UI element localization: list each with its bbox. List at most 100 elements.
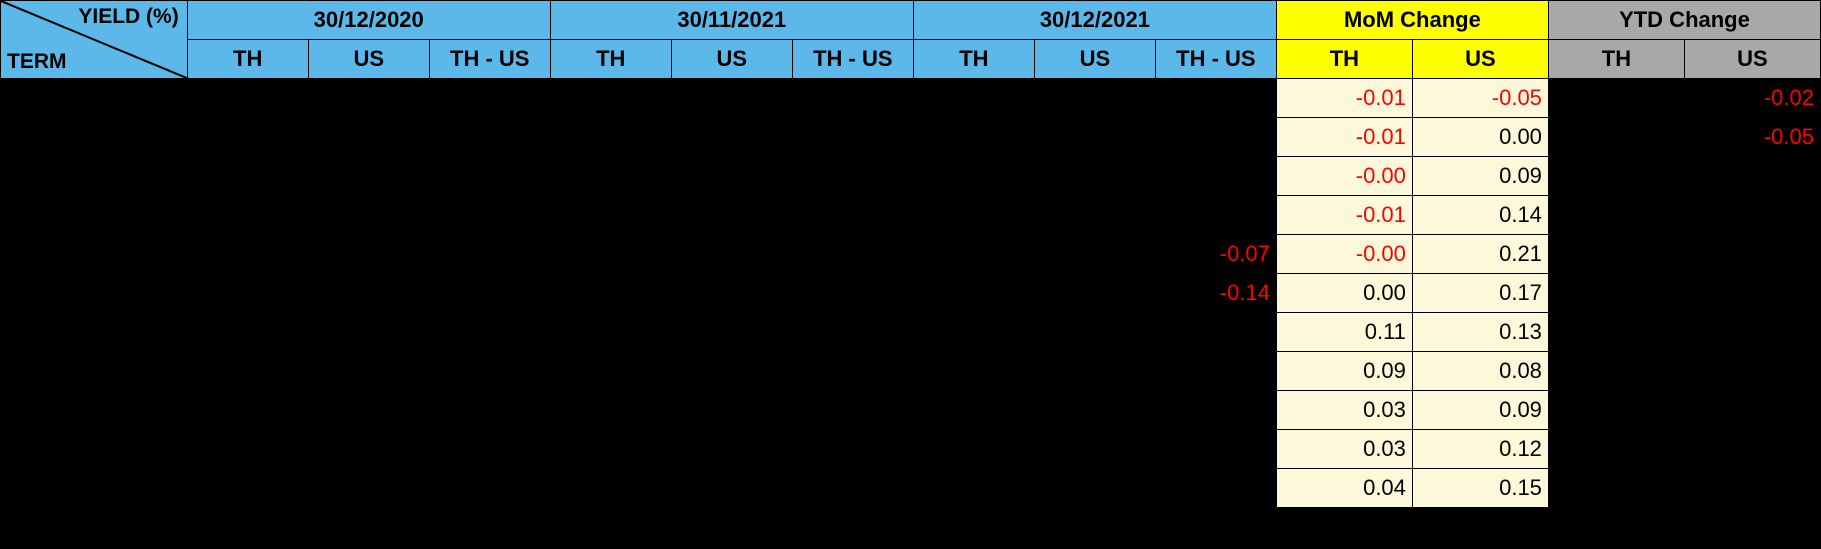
cell-d1_us	[308, 352, 429, 391]
cell-d3_diff	[1155, 313, 1276, 352]
cell-term	[1, 79, 188, 118]
cell-ytd_us	[1684, 274, 1820, 313]
cell-d3_us	[1034, 235, 1155, 274]
cell-d2_diff	[792, 352, 913, 391]
cell-d1_us	[308, 79, 429, 118]
cell-d3_diff	[1155, 430, 1276, 469]
cell-ytd_th	[1548, 313, 1684, 352]
cell-d1_th	[187, 118, 308, 157]
cell-d3_us	[1034, 391, 1155, 430]
cell-d3_us	[1034, 79, 1155, 118]
cell-d1_us	[308, 118, 429, 157]
table-row: 0.110.13	[1, 313, 1821, 352]
cell-d2_us	[671, 196, 792, 235]
mom-change-header: MoM Change	[1276, 1, 1548, 40]
cell-d2_us	[671, 391, 792, 430]
cell-d2_th	[550, 79, 671, 118]
cell-d1_us	[308, 157, 429, 196]
cell-d1_diff	[429, 430, 550, 469]
cell-d2_diff	[792, 391, 913, 430]
table-row: -0.000.09	[1, 157, 1821, 196]
cell-d3_us	[1034, 313, 1155, 352]
cell-d1_th	[187, 274, 308, 313]
cell-term	[1, 235, 188, 274]
cell-d2_th	[550, 157, 671, 196]
table-row: -0.140.000.17	[1, 274, 1821, 313]
cell-d3_th	[913, 274, 1034, 313]
table-row: 0.030.12	[1, 430, 1821, 469]
cell-d1_diff	[429, 391, 550, 430]
cell-mom_us: 0.08	[1412, 352, 1548, 391]
cell-d2_us	[671, 352, 792, 391]
cell-d3_th	[913, 157, 1034, 196]
cell-mom_th: -0.00	[1276, 157, 1412, 196]
cell-d2_th	[550, 196, 671, 235]
sub-header-us: US	[1034, 40, 1155, 79]
cell-mom_th: 0.09	[1276, 352, 1412, 391]
cell-ytd_th	[1548, 79, 1684, 118]
cell-mom_us: 0.21	[1412, 235, 1548, 274]
cell-ytd_th	[1548, 391, 1684, 430]
table-body: -0.01-0.05-0.02-0.010.00-0.05-0.000.09-0…	[1, 79, 1821, 508]
cell-d3_diff	[1155, 391, 1276, 430]
cell-ytd_us: -0.05	[1684, 118, 1820, 157]
cell-ytd_us	[1684, 430, 1820, 469]
cell-d2_th	[550, 391, 671, 430]
date-group-header: 30/11/2021	[550, 1, 913, 40]
cell-d2_us	[671, 235, 792, 274]
cell-term	[1, 157, 188, 196]
cell-ytd_th	[1548, 157, 1684, 196]
sub-header-us: US	[308, 40, 429, 79]
cell-d2_th	[550, 313, 671, 352]
cell-mom_us: 0.14	[1412, 196, 1548, 235]
cell-d3_us	[1034, 157, 1155, 196]
corner-header-cell: YIELD (%) TERM	[1, 1, 188, 79]
cell-mom_th: -0.01	[1276, 118, 1412, 157]
cell-d3_us	[1034, 196, 1155, 235]
cell-d2_th	[550, 235, 671, 274]
cell-mom_us: 0.15	[1412, 469, 1548, 508]
cell-d3_us	[1034, 430, 1155, 469]
sub-header-diff: TH - US	[1155, 40, 1276, 79]
cell-d1_th	[187, 196, 308, 235]
cell-d3_us	[1034, 352, 1155, 391]
cell-d3_th	[913, 469, 1034, 508]
cell-d1_diff	[429, 157, 550, 196]
cell-d2_th	[550, 274, 671, 313]
cell-d1_th	[187, 313, 308, 352]
cell-d3_th	[913, 430, 1034, 469]
sub-header-diff: TH - US	[792, 40, 913, 79]
table-row: 0.090.08	[1, 352, 1821, 391]
cell-mom_th: -0.00	[1276, 235, 1412, 274]
cell-d1_th	[187, 235, 308, 274]
sub-header-th: TH	[550, 40, 671, 79]
cell-mom_us: 0.12	[1412, 430, 1548, 469]
cell-mom_th: 0.03	[1276, 391, 1412, 430]
cell-ytd_us	[1684, 469, 1820, 508]
cell-d1_th	[187, 391, 308, 430]
cell-d2_diff	[792, 274, 913, 313]
cell-d2_us	[671, 430, 792, 469]
cell-d3_diff	[1155, 118, 1276, 157]
cell-ytd_us	[1684, 391, 1820, 430]
table-header: YIELD (%) TERM 30/12/2020 30/11/2021 30/…	[1, 1, 1821, 79]
cell-ytd_us	[1684, 313, 1820, 352]
cell-ytd_us: -0.02	[1684, 79, 1820, 118]
cell-d2_diff	[792, 430, 913, 469]
cell-d3_diff	[1155, 79, 1276, 118]
corner-top-label: YIELD (%)	[78, 5, 178, 29]
cell-d2_diff	[792, 313, 913, 352]
cell-d2_us	[671, 274, 792, 313]
cell-ytd_us	[1684, 352, 1820, 391]
cell-mom_th: -0.01	[1276, 79, 1412, 118]
cell-d2_us	[671, 118, 792, 157]
cell-d1_us	[308, 235, 429, 274]
cell-term	[1, 352, 188, 391]
cell-mom_th: 0.03	[1276, 430, 1412, 469]
cell-d2_diff	[792, 79, 913, 118]
cell-d2_diff	[792, 118, 913, 157]
date-group-header: 30/12/2020	[187, 1, 550, 40]
sub-header-mom-us: US	[1412, 40, 1548, 79]
cell-d3_th	[913, 391, 1034, 430]
cell-term	[1, 196, 188, 235]
